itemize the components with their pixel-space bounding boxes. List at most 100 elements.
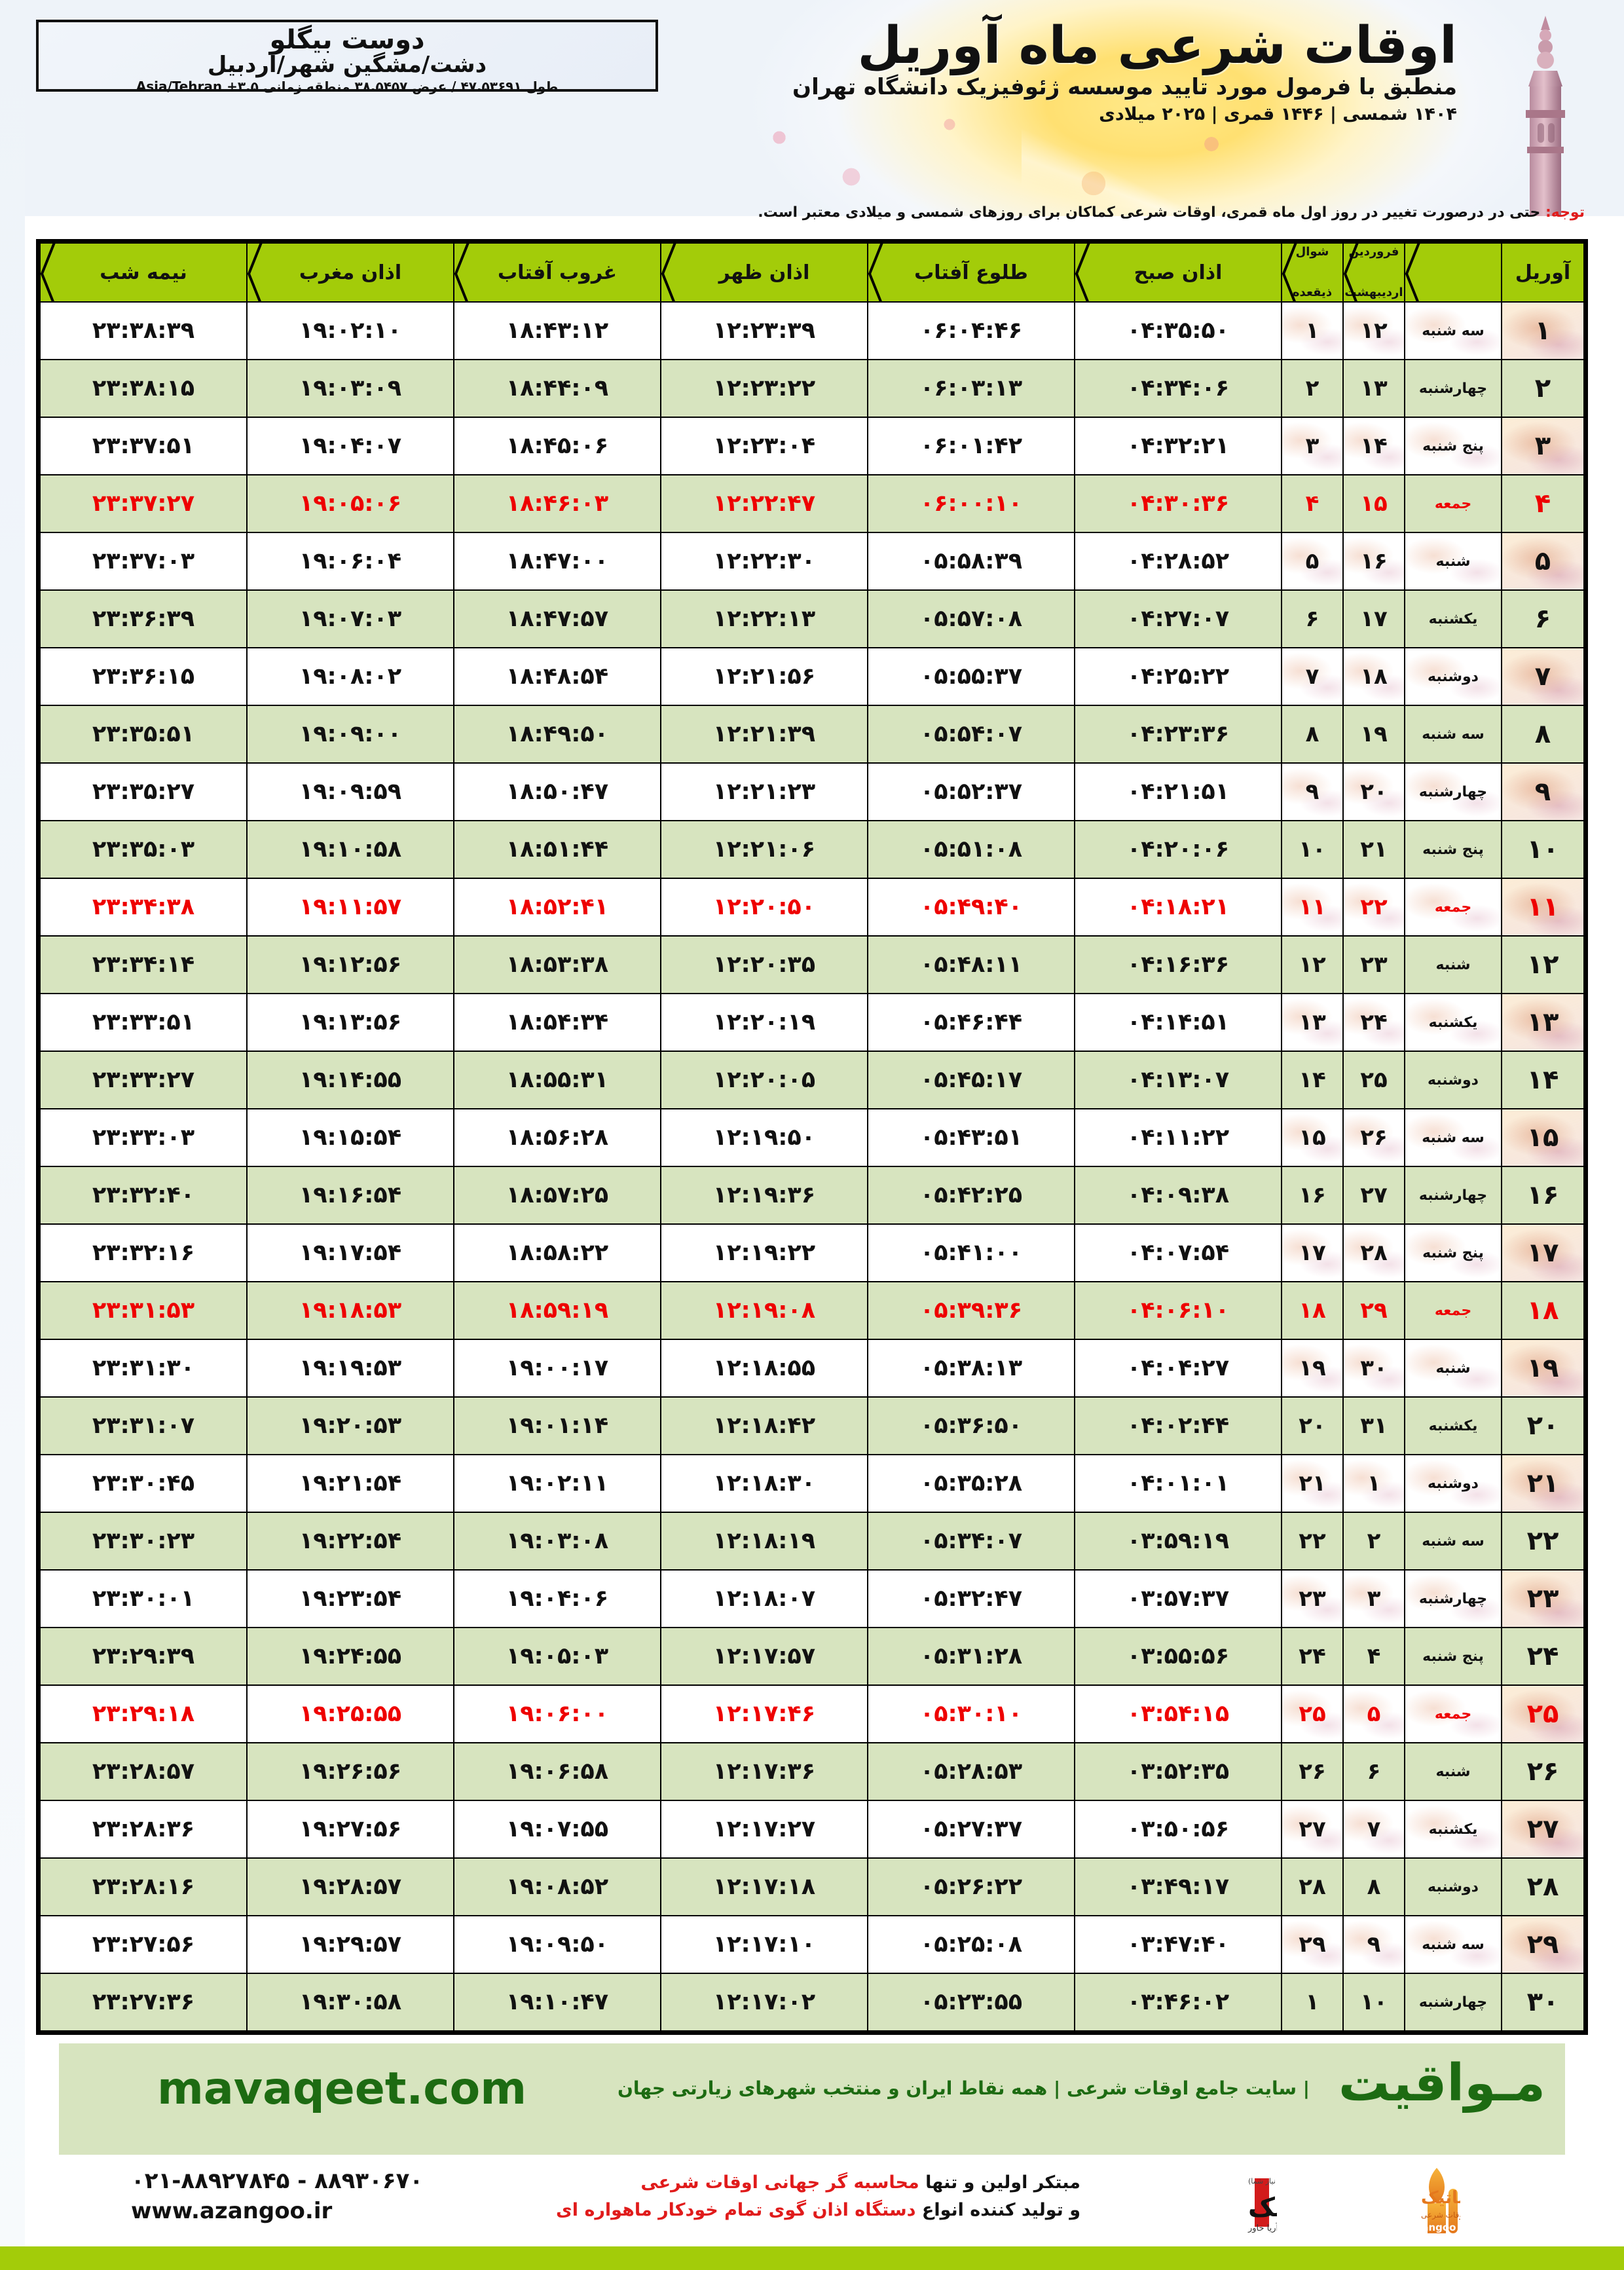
header-gregorian: آوریل — [1501, 242, 1585, 303]
svg-text:رایانیک: رایانیک — [1248, 2193, 1277, 2223]
cell-maghrib: ۱۹:۰۳:۰۹ — [246, 359, 454, 418]
page-title: اوقات شرعی ماه آوریل — [857, 16, 1457, 75]
cell-maghrib: ۱۹:۲۲:۵۴ — [246, 1512, 454, 1571]
cell-maghrib: ۱۹:۰۴:۰۷ — [246, 417, 454, 475]
cell-fajr: ۰۴:۰۴:۲۷ — [1074, 1339, 1282, 1398]
cell-sunset: ۱۸:۴۵:۰۶ — [453, 417, 661, 475]
cell-weekday: سه شنبه — [1404, 705, 1502, 764]
cell-maghrib: ۱۹:۰۶:۰۴ — [246, 532, 454, 591]
cell-sunrise: ۰۵:۵۴:۰۷ — [867, 705, 1075, 764]
cell-sunrise: ۰۵:۲۸:۵۳ — [867, 1742, 1075, 1801]
cell-weekday: چهارشنبه — [1404, 1973, 1502, 2032]
cell-maghrib: ۱۹:۱۶:۵۴ — [246, 1166, 454, 1225]
cell-weekday: چهارشنبه — [1404, 762, 1502, 821]
cell-sunrise: ۰۵:۲۵:۰۸ — [867, 1915, 1075, 1974]
cell-sunset: ۱۹:۰۴:۰۶ — [453, 1569, 661, 1628]
cell-shamsi-day: ۲۴ — [1342, 993, 1405, 1052]
cell-midnight: ۲۳:۳۰:۰۱ — [39, 1569, 248, 1628]
note-text: حتی در درصورت تغییر در روز اول ماه قمری،… — [758, 204, 1545, 221]
cell-maghrib: ۱۹:۱۷:۵۴ — [246, 1223, 454, 1282]
contact-phone: ۰۲۱-۸۸۹۲۷۸۴۵ - ۸۸۹۳۰۶۷۰ — [131, 2168, 424, 2194]
cell-gregorian-day: ۱۰ — [1501, 820, 1585, 879]
cell-midnight: ۲۳:۳۴:۳۸ — [39, 878, 248, 937]
cell-hijri-day: ۲۸ — [1281, 1857, 1344, 1916]
cell-dhuhr: ۱۲:۲۰:۱۹ — [660, 993, 868, 1052]
cell-fajr: ۰۳:۵۲:۳۵ — [1074, 1742, 1282, 1801]
contact-website[interactable]: www.azangoo.ir — [131, 2197, 333, 2224]
table-row: ۱ سه شنبه ۱۲ ۱ ۰۴:۳۵:۵۰ ۰۶:۰۴:۴۶ ۱۲:۲۳:۳۹ ۱۸:۴۳… — [39, 301, 1585, 360]
cell-hijri-day: ۲۵ — [1281, 1684, 1344, 1743]
cell-gregorian-day: ۱۵ — [1501, 1108, 1585, 1167]
cell-sunset: ۱۹:۰۲:۱۱ — [453, 1454, 661, 1513]
cell-sunset: ۱۸:۵۸:۲۲ — [453, 1223, 661, 1282]
table-row: ۲۸ دوشنبه ۸ ۲۸ ۰۳:۴۹:۱۷ ۰۵:۲۶:۲۲ ۱۲:۱۷:۱۸ ۱۹:۰۸… — [39, 1857, 1585, 1916]
cell-weekday: سه شنبه — [1404, 1108, 1502, 1167]
cell-hijri-day: ۱۶ — [1281, 1166, 1344, 1225]
cell-shamsi-day: ۱۸ — [1342, 647, 1405, 706]
cell-fajr: ۰۴:۳۴:۰۶ — [1074, 359, 1282, 418]
cell-midnight: ۲۳:۳۳:۵۱ — [39, 993, 248, 1052]
cell-fajr: ۰۳:۴۹:۱۷ — [1074, 1857, 1282, 1916]
cell-midnight: ۲۳:۳۱:۵۳ — [39, 1281, 248, 1340]
cell-maghrib: ۱۹:۲۱:۵۴ — [246, 1454, 454, 1513]
page-title-block: اوقات شرعی ماه آوریل منطبق با فرمول مورد… — [671, 16, 1457, 125]
cell-fajr: ۰۴:۳۰:۳۶ — [1074, 474, 1282, 533]
cell-sunset: ۱۹:۰۵:۰۳ — [453, 1627, 661, 1686]
cell-weekday: دوشنبه — [1404, 647, 1502, 706]
cell-sunrise: ۰۵:۳۸:۱۳ — [867, 1339, 1075, 1398]
cell-dhuhr: ۱۲:۱۹:۲۲ — [660, 1223, 868, 1282]
cell-midnight: ۲۳:۳۵:۲۷ — [39, 762, 248, 821]
cell-weekday: دوشنبه — [1404, 1051, 1502, 1109]
cell-maghrib: ۱۹:۲۰:۵۳ — [246, 1396, 454, 1455]
cell-dhuhr: ۱۲:۱۷:۱۰ — [660, 1915, 868, 1974]
cell-shamsi-day: ۲۵ — [1342, 1051, 1405, 1109]
header-shamsi: فروردین اردیبهشت — [1342, 242, 1405, 303]
table-row: ۳ پنج شنبه ۱۴ ۳ ۰۴:۳۲:۲۱ ۰۶:۰۱:۴۲ ۱۲:۲۳:۰۴ ۱۸:۴… — [39, 417, 1585, 475]
table-row: ۴ جمعه ۱۵ ۴ ۰۴:۳۰:۳۶ ۰۶:۰۰:۱۰ ۱۲:۲۲:۴۷ ۱۸:۴۶:۰۳… — [39, 474, 1585, 533]
cell-maghrib: ۱۹:۱۹:۵۳ — [246, 1339, 454, 1398]
cell-fajr: ۰۴:۱۶:۳۶ — [1074, 935, 1282, 994]
cell-dhuhr: ۱۲:۱۸:۱۹ — [660, 1512, 868, 1571]
cell-gregorian-day: ۱۹ — [1501, 1339, 1585, 1398]
cell-dhuhr: ۱۲:۲۰:۵۰ — [660, 878, 868, 937]
cell-sunset: ۱۸:۵۶:۲۸ — [453, 1108, 661, 1167]
cell-sunset: ۱۸:۵۴:۳۴ — [453, 993, 661, 1052]
brand-website[interactable]: mavaqeet.com — [157, 2063, 527, 2115]
cell-hijri-day: ۲۱ — [1281, 1454, 1344, 1513]
cell-maghrib: ۱۹:۱۰:۵۸ — [246, 820, 454, 879]
cell-fajr: ۰۴:۰۶:۱۰ — [1074, 1281, 1282, 1340]
cell-sunset: ۱۹:۰۶:۵۸ — [453, 1742, 661, 1801]
cell-gregorian-day: ۴ — [1501, 474, 1585, 533]
cell-dhuhr: ۱۲:۱۷:۳۶ — [660, 1742, 868, 1801]
cell-midnight: ۲۳:۲۸:۳۶ — [39, 1800, 248, 1859]
cell-gregorian-day: ۹ — [1501, 762, 1585, 821]
cell-shamsi-day: ۳۰ — [1342, 1339, 1405, 1398]
cell-weekday: جمعه — [1404, 1281, 1502, 1340]
cell-sunrise: ۰۵:۳۹:۳۶ — [867, 1281, 1075, 1340]
cell-fajr: ۰۴:۲۰:۰۶ — [1074, 820, 1282, 879]
cell-sunset: ۱۹:۰۷:۵۵ — [453, 1800, 661, 1859]
table-row: ۱۹ شنبه ۳۰ ۱۹ ۰۴:۰۴:۲۷ ۰۵:۳۸:۱۳ ۱۲:۱۸:۵۵ ۱۹:۰۰:… — [39, 1339, 1585, 1398]
cell-sunset: ۱۸:۵۰:۴۷ — [453, 762, 661, 821]
cell-hijri-day: ۱ — [1281, 301, 1344, 360]
table-row: ۱۸ جمعه ۲۹ ۱۸ ۰۴:۰۶:۱۰ ۰۵:۳۹:۳۶ ۱۲:۱۹:۰۸ ۱۸:۵۹:… — [39, 1281, 1585, 1340]
svg-text:محاسبه گر جامع اوقات شرعی: محاسبه گر جامع اوقات شرعی — [1421, 2210, 1460, 2220]
cell-dhuhr: ۱۲:۲۲:۳۰ — [660, 532, 868, 591]
cell-hijri-day: ۲۹ — [1281, 1915, 1344, 1974]
location-name: دوست بیگلو — [269, 25, 425, 55]
cell-fajr: ۰۴:۲۱:۵۱ — [1074, 762, 1282, 821]
slogan-line1-highlight: محاسبه گر جهانی اوقات شرعی — [640, 2172, 919, 2193]
cell-sunrise: ۰۵:۲۶:۲۲ — [867, 1857, 1075, 1916]
cell-maghrib: ۱۹:۰۷:۰۳ — [246, 589, 454, 648]
cell-weekday: چهارشنبه — [1404, 359, 1502, 418]
cell-weekday: پنج شنبه — [1404, 1627, 1502, 1686]
note-label: توجه: — [1545, 204, 1585, 221]
cell-maghrib: ۱۹:۳۰:۵۸ — [246, 1973, 454, 2032]
cell-midnight: ۲۳:۳۷:۰۳ — [39, 532, 248, 591]
cell-fajr: ۰۴:۲۷:۰۷ — [1074, 589, 1282, 648]
cell-dhuhr: ۱۲:۱۷:۴۶ — [660, 1684, 868, 1743]
cell-sunrise: ۰۵:۳۵:۲۸ — [867, 1454, 1075, 1513]
cell-sunset: ۱۸:۴۷:۵۷ — [453, 589, 661, 648]
cell-fajr: ۰۴:۳۵:۵۰ — [1074, 301, 1282, 360]
